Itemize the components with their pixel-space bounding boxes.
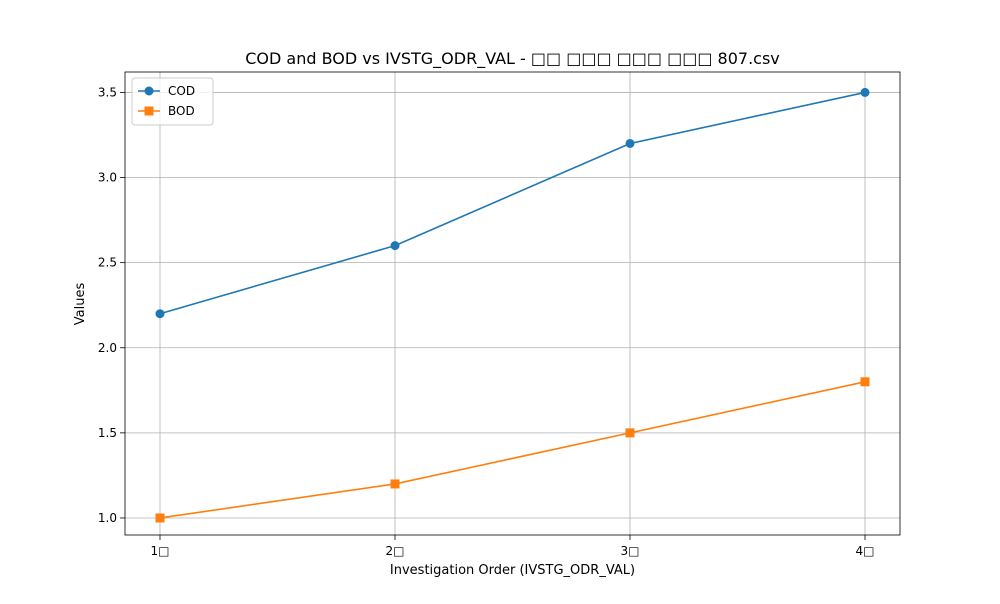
axes: 1□ 2□ 3□ 4□ 1.0 1.5 2.0 2.5 3.0 3.5 xyxy=(98,71,901,558)
plot-frame xyxy=(124,71,901,536)
y-tick-label: 1.5 xyxy=(98,426,117,440)
grid xyxy=(125,72,900,535)
data-point-bod xyxy=(390,479,400,489)
y-tick-label: 1.0 xyxy=(98,511,117,525)
x-tick-label: 2□ xyxy=(386,544,405,558)
legend-marker-bod xyxy=(144,106,154,116)
data-point-cod xyxy=(860,87,870,97)
legend-label-cod: COD xyxy=(168,84,195,98)
x-axis-label: Investigation Order (IVSTG_ODR_VAL) xyxy=(390,563,635,578)
series-layer xyxy=(155,87,870,523)
legend-marker-cod xyxy=(144,86,154,96)
series-line-cod xyxy=(159,91,866,315)
y-tick-label: 2.0 xyxy=(98,341,117,355)
chart-title: COD and BOD vs IVSTG_ODR_VAL - □□ □□□ □□… xyxy=(245,49,780,69)
data-point-bod xyxy=(625,428,635,438)
y-tick-label: 3.5 xyxy=(98,85,117,99)
y-tick-label: 2.5 xyxy=(98,256,117,270)
legend-label-bod: BOD xyxy=(168,104,195,118)
x-tick-label: 4□ xyxy=(856,544,875,558)
series-line-bod xyxy=(159,381,866,519)
y-tick-label: 3.0 xyxy=(98,171,117,185)
data-point-bod xyxy=(860,377,870,387)
data-point-cod xyxy=(625,138,635,148)
data-point-cod xyxy=(155,309,165,319)
x-tick-label: 3□ xyxy=(621,544,640,558)
data-point-bod xyxy=(155,513,165,523)
y-axis-label: Values xyxy=(73,283,88,326)
data-point-cod xyxy=(390,241,400,251)
x-tick-label: 1□ xyxy=(151,544,170,558)
legend: COD BOD xyxy=(131,77,214,126)
